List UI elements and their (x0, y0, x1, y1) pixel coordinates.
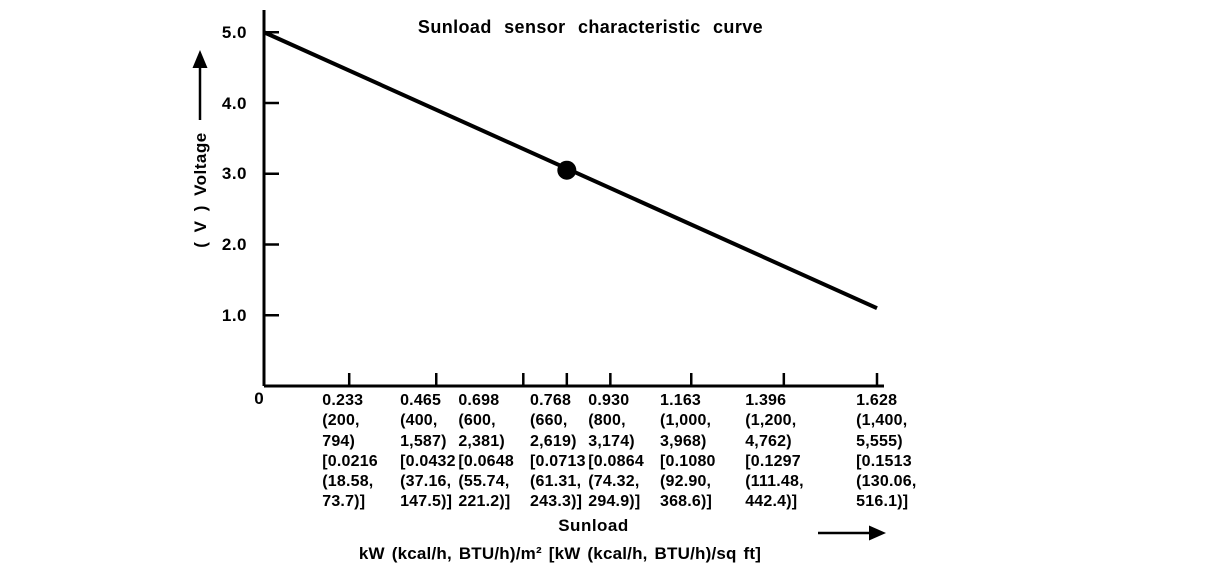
y-axis-label: ( V ) Voltage (191, 132, 210, 248)
x-tick-label-line: [0.1513 (856, 452, 912, 470)
x-axis-units-label: kW (kcal/h, BTU/h)/m² [kW (kcal/h, BTU/h… (358, 544, 762, 563)
x-tick-label-line: (1,400, (856, 412, 908, 430)
x-axis-direction-arrowhead (869, 525, 886, 541)
x-tick-label-line: [0.0432 (400, 452, 456, 470)
x-tick-label-line: (61.31, (530, 473, 582, 491)
x-tick-label-line: [0.0216 (322, 452, 378, 470)
x-tick-label-line: 794) (322, 432, 356, 450)
reference-point-marker (557, 160, 577, 180)
x-tick-label-line: 221.2)] (458, 493, 511, 511)
x-tick-label-line: (74.32, (588, 473, 640, 491)
x-tick-label-line: 1.163 (659, 392, 702, 409)
x-tick-label-line: 368.6)] (659, 493, 713, 511)
y-tick-label: 5.0 (221, 22, 247, 42)
x-tick-label-line: (200, (322, 412, 360, 430)
x-tick-label-line: 3,174) (588, 432, 635, 450)
x-tick-label-line: [0.1297 (745, 452, 801, 470)
y-tick-label: 2.0 (221, 235, 247, 254)
x-tick-label-line: (800, (588, 412, 626, 430)
x-tick-label-line: 2,619) (530, 432, 577, 450)
x-tick-label-line: (600, (458, 412, 496, 430)
x-tick-label-line: 243.3)] (530, 493, 583, 511)
x-tick-label-line: 147.5)] (400, 493, 453, 511)
x-tick-label-line: 442.4)] (745, 493, 798, 511)
x-tick-label-line: 5,555) (856, 432, 903, 450)
x-tick-label-line: 0.698 (458, 392, 500, 409)
y-axis-direction-arrowhead (192, 50, 208, 68)
origin-label: 0 (254, 389, 264, 408)
x-tick-label-line: (1,000, (659, 412, 712, 430)
y-tick-label: 1.0 (221, 305, 247, 325)
chart-title: Sunload sensor characteristic curve (417, 17, 764, 37)
x-tick-label-line: 0.768 (530, 392, 572, 409)
x-tick-label-column: 0.930 (800, 3,174) [0.0864 (74.32, 294.9)] (588, 391, 644, 513)
x-tick-label-line: (92.90, (659, 473, 712, 491)
y-tick-label: 4.0 (221, 93, 247, 113)
x-tick-label-line: 0.930 (588, 392, 630, 409)
x-tick-label-line: (55.74, (458, 473, 510, 491)
x-tick-label-line: 294.9)] (588, 493, 641, 511)
x-tick-label-line: 516.1)] (856, 493, 909, 511)
x-tick-label-line: (660, (530, 412, 568, 430)
x-tick-label-line: 2,381) (458, 432, 505, 450)
x-tick-label-line: (130.06, (856, 473, 917, 491)
x-tick-label-line: 73.7)] (322, 493, 366, 511)
x-tick-label-column: 0.233 (200, 794) [0.0216 (18.58, 73.7)] (322, 391, 378, 513)
x-axis-label: Sunload (558, 516, 629, 535)
x-tick-label-column: 0.698 (600, 2,381) [0.0648 (55.74, 221.2)] (458, 391, 514, 513)
x-tick-label-line: (400, (400, 412, 438, 430)
x-tick-label-line: 1.628 (856, 392, 898, 409)
x-tick-label-line: (18.58, (322, 473, 374, 491)
x-tick-label-line: (111.48, (745, 473, 804, 491)
x-tick-label-line: 3,968) (659, 432, 707, 450)
x-tick-label-line: (1,200, (745, 412, 797, 430)
x-tick-label-column: 1.163 (1,000, 3,968) [0.1080 (92.90, 368.6)] (660, 391, 716, 513)
x-tick-label-line: 1,587) (400, 432, 447, 450)
x-tick-label-line: 4,762) (745, 432, 792, 450)
x-tick-label-line: 0.465 (400, 392, 442, 409)
x-tick-label-line: 1.396 (745, 392, 787, 409)
x-tick-label-line: [0.0713 (530, 452, 586, 470)
x-tick-label-line: 0.233 (322, 392, 364, 409)
x-tick-label-line: [0.0864 (588, 452, 644, 470)
x-tick-label-column: 1.628 (1,400, 5,555) [0.1513 (130.06, 516.1)] (856, 391, 916, 513)
y-tick-label: 3.0 (221, 164, 247, 184)
x-tick-label-column: 0.465 (400, 1,587) [0.0432 (37.16, 147.5)] (400, 391, 456, 513)
x-tick-label-line: [0.1080 (659, 452, 716, 470)
x-tick-label-column: 1.396 (1,200, 4,762) [0.1297 (111.48, 442.4)] (745, 391, 804, 513)
x-tick-label-line: (37.16, (400, 473, 452, 491)
x-tick-label-line: [0.0648 (458, 452, 514, 470)
x-tick-label-column: 0.768 (660, 2,619) [0.0713 (61.31, 243.3)] (530, 391, 586, 513)
